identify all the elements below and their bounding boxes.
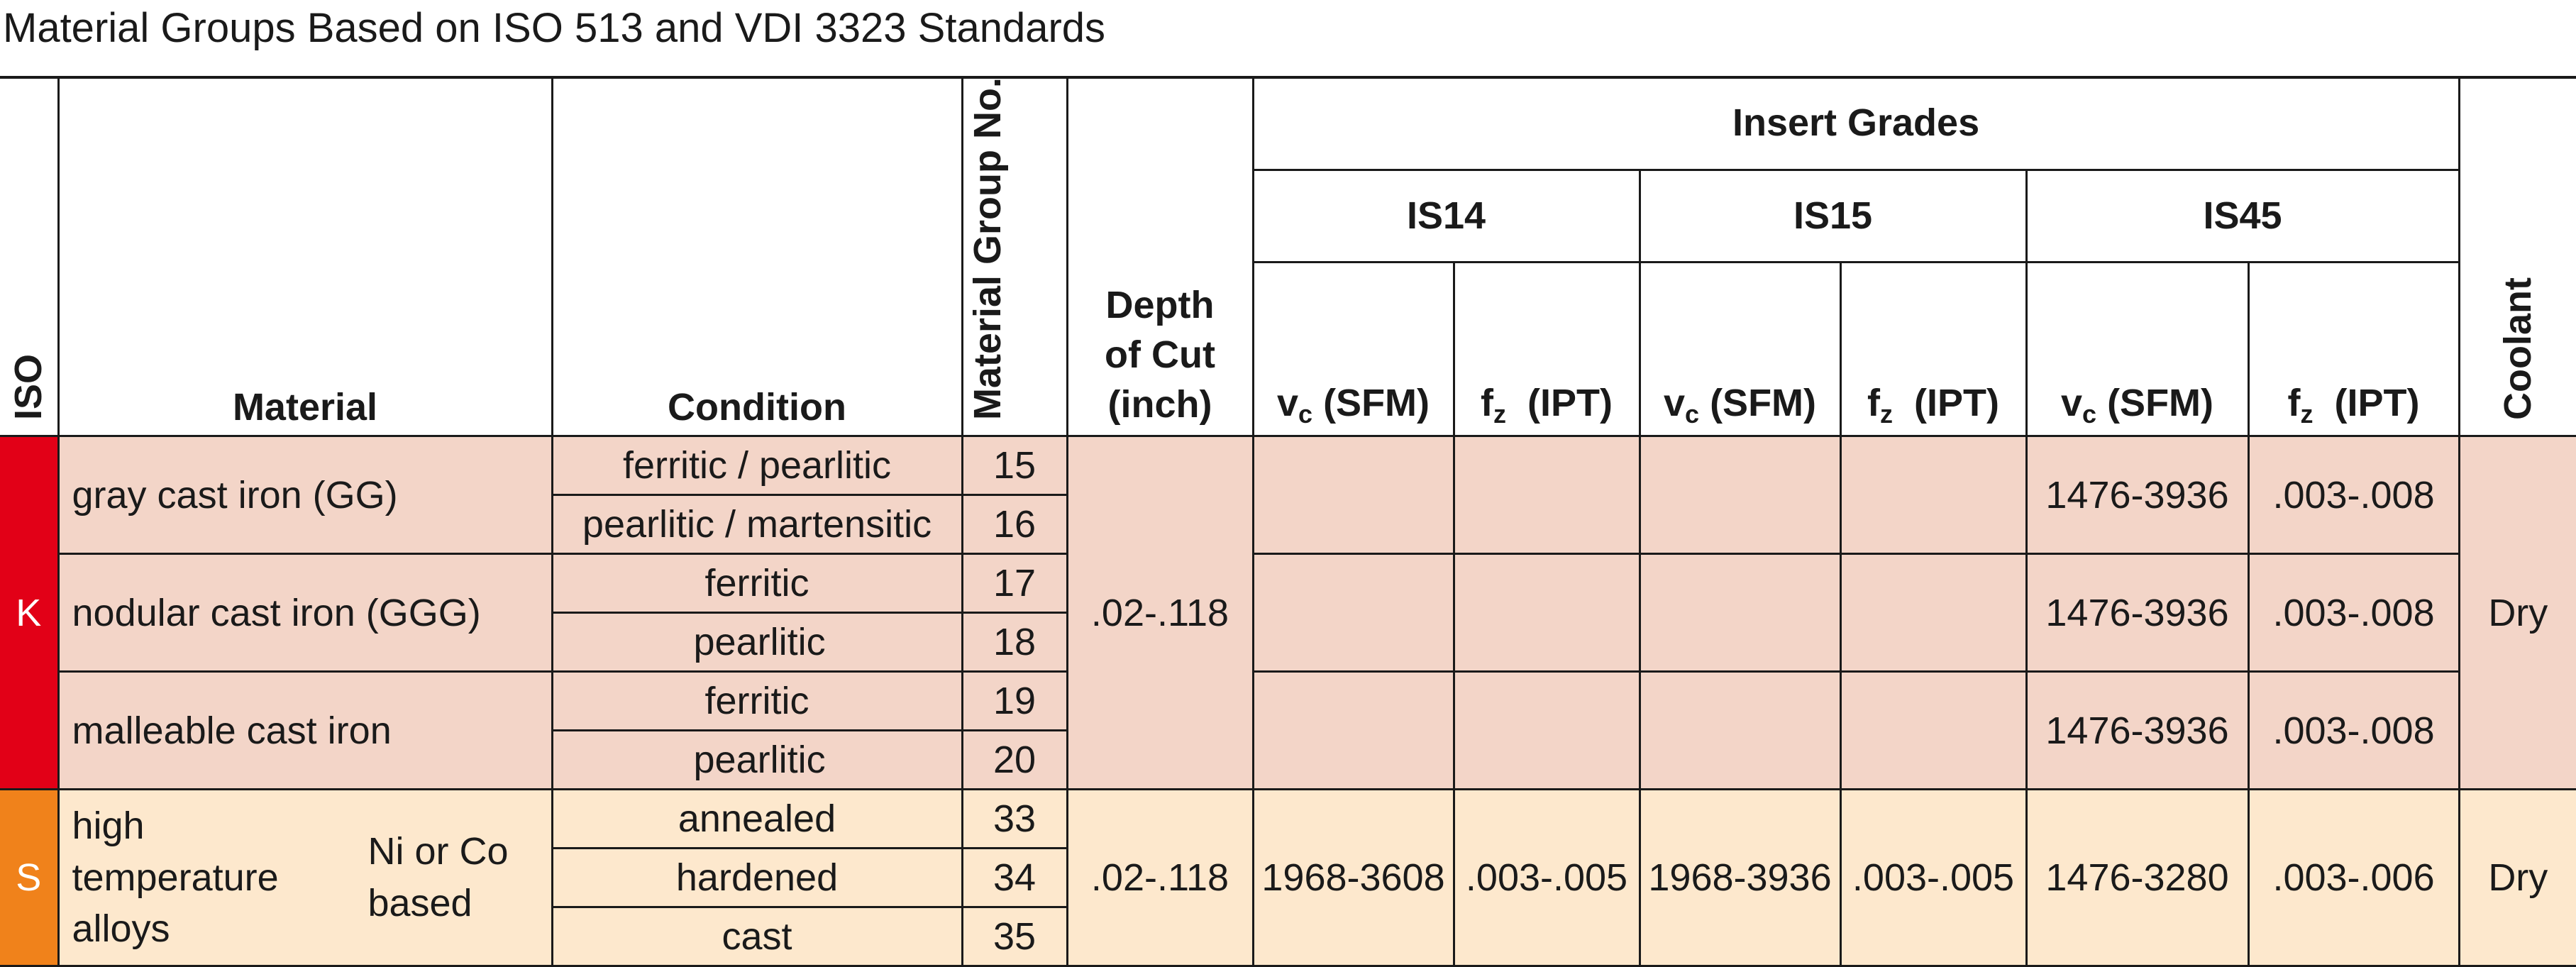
is14-fz-cell [1452,670,1641,791]
is15-vc-cell [1638,670,1842,791]
header-insert-grades: Insert Grades [1251,77,2460,171]
header-grade-is45: IS45 [2025,168,2460,264]
table-row: K gray cast iron (GG) ferritic / pearlit… [0,435,2576,791]
is15-vc-cell [1638,435,1842,556]
is15-fz-cell [1839,670,2028,791]
table-row: S high temperature alloys Ni or Co based… [0,788,2576,967]
is15-vc-cell [1638,553,1842,673]
material-subtype: Ni or Co based [367,830,509,925]
header-vc-is15: vc (SFM) [1638,260,1842,438]
group-no-cell: 33 [961,788,1068,850]
header-vc-is45: vc (SFM) [2025,260,2250,438]
table-row: nodular cast iron (GGG) ferritic 17 1476… [0,553,2576,673]
is15-fz-cell [1839,553,2028,673]
coolant-cell: Dry [2458,788,2576,967]
material-name: nodular cast iron (GGG) [58,553,553,673]
is45-fz-cell: .003-.008 [2247,553,2460,673]
group-no-cell: 34 [961,847,1068,909]
condition-cell: annealed [551,788,963,850]
is45-vc-cell: 1476-3280 [2025,788,2250,967]
header-row-1: ISO Material Condition Material Group No… [0,77,2576,438]
material-groups-table: ISO Material Condition Material Group No… [0,77,2576,967]
is14-vc-cell: 1968-3608 [1251,788,1455,967]
condition-cell: ferritic [551,670,963,732]
is14-vc-cell [1251,553,1455,673]
is14-vc-cell [1251,670,1455,791]
group-no-cell: 17 [961,553,1068,614]
group-no-cell: 35 [961,906,1068,967]
condition-cell: cast [552,906,963,967]
condition-cell: pearlitic [552,729,963,791]
condition-cell: ferritic / pearlitic [551,435,963,497]
page-title: Material Groups Based on ISO 513 and VDI… [3,5,1106,51]
group-no-cell: 16 [961,494,1068,556]
header-depth-of-cut: Depth of Cut (inch) [1066,77,1254,438]
header-row-3: vc (SFM) fz (IPT) vc (SFM) fz (IPT) vc (… [0,260,2576,438]
condition-cell: pearlitic / martensitic [552,494,963,556]
is45-fz-cell: .003-.008 [2247,670,2460,791]
coolant-cell: Dry [2458,435,2576,791]
is45-fz-cell: .003-.006 [2247,788,2460,967]
depth-cell: .02-.118 [1066,788,1254,967]
header-fz-is45: fz (IPT) [2247,260,2460,438]
header-fz-is14: fz (IPT) [1452,260,1641,438]
group-no-cell: 18 [961,612,1068,673]
header-iso: ISO [0,77,60,438]
is45-fz-cell: .003-.008 [2247,435,2460,556]
material-name: gray cast iron (GG) [57,435,553,556]
table-row: malleable cast iron ferritic 19 1476-393… [0,670,2576,791]
is45-vc-cell: 1476-3936 [2025,553,2250,673]
is14-fz-cell [1452,553,1641,673]
material-name-lines: high temperature alloys [72,804,279,951]
is15-vc-cell: 1968-3936 [1638,788,1842,967]
material-name: high temperature alloys Ni or Co based [57,788,553,967]
header-grade-is14: IS14 [1253,168,1641,264]
is15-fz-cell [1839,435,2028,556]
group-no-cell: 19 [961,670,1068,732]
condition-cell: hardened [552,847,963,909]
header-material-group-no: Material Group No. [961,77,1068,438]
is45-vc-cell: 1476-3936 [2025,670,2250,791]
is14-vc-cell [1251,435,1455,556]
group-no-cell: 20 [961,729,1068,791]
condition-cell: ferritic [551,553,963,614]
header-vc-is14: vc (SFM) [1253,260,1455,438]
depth-cell: .02-.118 [1066,435,1254,791]
is14-fz-cell [1452,435,1641,556]
header-material: Material [57,77,553,438]
header-coolant: Coolant [2458,77,2576,438]
header-condition: Condition [551,77,963,438]
iso-k-badge: K [0,435,60,791]
is14-fz-cell: .003-.005 [1452,788,1641,967]
group-no-cell: 15 [961,435,1068,497]
header-fz-is15: fz (IPT) [1839,260,2028,438]
header-row-2: IS14 IS15 IS45 [0,168,2576,264]
is45-vc-cell: 1476-3936 [2025,435,2250,556]
condition-cell: pearlitic [552,612,963,673]
is15-fz-cell: .003-.005 [1839,788,2028,967]
material-name: malleable cast iron [58,670,553,791]
header-grade-is15: IS15 [1638,168,2028,264]
iso-s-badge: S [0,788,60,967]
